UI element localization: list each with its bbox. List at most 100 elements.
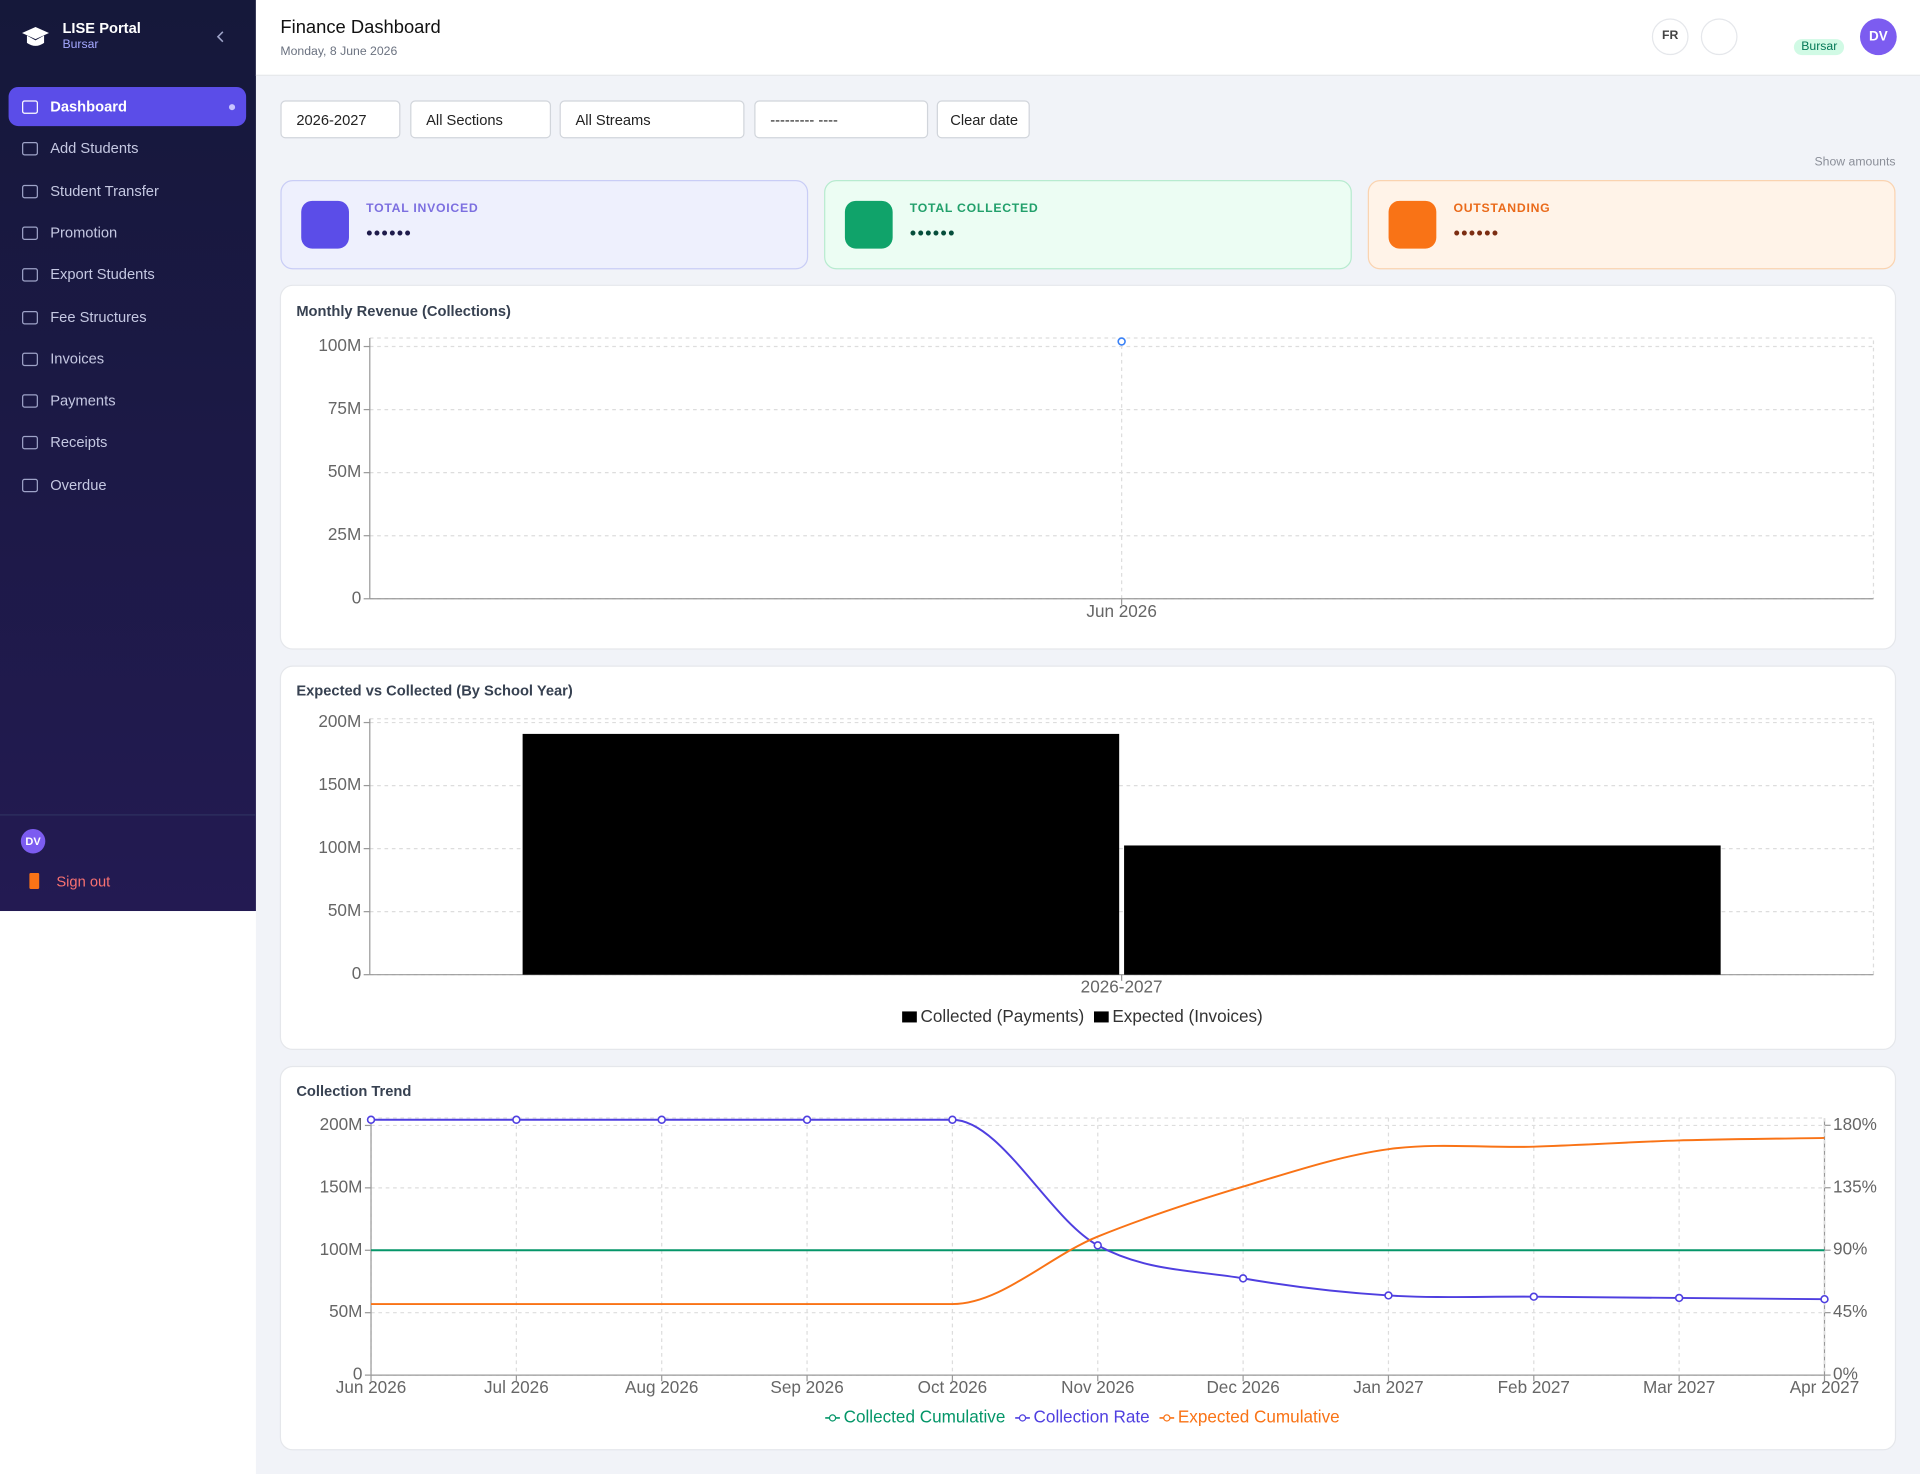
x-tick-label: Dec 2026	[1206, 1377, 1279, 1397]
x-tick-label: Jan 2027	[1353, 1377, 1423, 1397]
y-tick-label: 25M	[328, 524, 361, 544]
legend-label: Expected Cumulative	[1178, 1406, 1340, 1426]
point	[1674, 1293, 1684, 1303]
panel	[279, 1065, 1897, 1451]
card-label: OUTSTANDING	[1453, 202, 1551, 216]
x-tick-label: Apr 2027	[1790, 1377, 1860, 1397]
legend-label: Collected Cumulative	[844, 1406, 1006, 1426]
nav-item[interactable]: Add Students	[9, 129, 247, 168]
brand: LISE Portal	[62, 19, 141, 37]
legend-swatch	[1018, 1414, 1027, 1422]
legend-item: Collected (Payments)	[902, 1006, 1084, 1026]
y-tick-label: 0	[352, 587, 362, 607]
y-tick-label: 150M	[320, 1176, 363, 1196]
y-tick-label: 200M	[318, 711, 361, 731]
y-tick-label: 75M	[328, 398, 361, 418]
line	[371, 1136, 1825, 1306]
avatar[interactable]: DV	[1860, 18, 1897, 56]
x-tick-label: Oct 2026	[918, 1377, 988, 1397]
card-icon	[301, 200, 349, 249]
divider	[0, 814, 256, 816]
role-badge: Bursar	[1793, 39, 1845, 56]
y-tick-label: 0	[352, 963, 362, 983]
y2-tick-label: 135%	[1833, 1176, 1877, 1196]
y-tick-label: 200M	[320, 1114, 363, 1134]
card-value: ••••••	[909, 222, 956, 244]
page-date: Monday, 8 June 2026	[280, 45, 398, 59]
y-tick-label: 50M	[328, 900, 361, 920]
y2-tick-label: 45%	[1833, 1301, 1867, 1321]
card-icon	[1388, 200, 1437, 249]
point	[1093, 1241, 1102, 1250]
sidebar: LISE Portal Bursar DV Sign out Dashboard…	[0, 0, 256, 912]
clear-date[interactable]: Clear date	[936, 100, 1030, 139]
nav-item[interactable]: Payments	[9, 381, 247, 420]
x-tick-label: Jun 2026	[1086, 601, 1156, 621]
language[interactable]: FR	[1651, 18, 1689, 56]
logo	[22, 26, 49, 46]
point	[1117, 337, 1126, 346]
point	[1384, 1291, 1393, 1300]
x-tick-label: Nov 2026	[1061, 1377, 1134, 1397]
nav-item[interactable]: Promotion	[9, 213, 247, 252]
page-title: Finance Dashboard	[280, 17, 441, 38]
nav-item[interactable]: Dashboard	[8, 86, 247, 127]
y2-tick-label: 90%	[1833, 1239, 1867, 1259]
section-select[interactable]: All Sections	[410, 100, 552, 139]
nav-item[interactable]: Student Transfer	[9, 171, 247, 210]
legend-swatch	[902, 1011, 917, 1023]
legend-label: Collection Rate	[1034, 1406, 1150, 1426]
plot-frame	[369, 337, 1875, 599]
nav-item[interactable]: Fee Structures	[9, 297, 247, 336]
card-value: ••••••	[1453, 222, 1500, 244]
y-tick-label: 100M	[320, 1239, 363, 1259]
y-tick-label: 100M	[318, 335, 361, 355]
y2-tick-label: 180%	[1833, 1114, 1877, 1134]
x-tick-label: Aug 2026	[625, 1377, 698, 1397]
chart-title: Monthly Revenue (Collections)	[296, 304, 511, 320]
x-tick-label: 2026-2027	[1081, 977, 1163, 997]
theme-toggle[interactable]	[1700, 18, 1738, 56]
year-select[interactable]: 2026-2027	[280, 100, 401, 139]
y-tick-label: 50M	[328, 461, 361, 481]
point	[1529, 1292, 1539, 1301]
point	[366, 1115, 376, 1124]
legend-item: Collection Rate	[1015, 1406, 1150, 1426]
point	[512, 1115, 521, 1124]
y-tick-label: 150M	[318, 774, 361, 794]
show-amounts[interactable]: Show amounts	[1814, 155, 1896, 169]
panel	[279, 284, 1897, 650]
brand-role: Bursar	[62, 37, 99, 52]
legend-label: Collected (Payments)	[921, 1006, 1085, 1026]
nav-item[interactable]: Invoices	[9, 339, 247, 378]
legend-swatch	[828, 1414, 837, 1422]
card-label: TOTAL COLLECTED	[909, 202, 1039, 216]
point	[802, 1115, 812, 1124]
legend-item: Collected Cumulative	[825, 1406, 1005, 1426]
y-tick-label: 0	[353, 1364, 363, 1384]
plot-frame	[369, 718, 1875, 975]
x-tick-label: Sep 2026	[770, 1377, 843, 1397]
nav-item[interactable]: Receipts	[9, 423, 247, 462]
nav-item[interactable]: Export Students	[9, 255, 247, 294]
signout-icon	[29, 873, 40, 889]
card: TOTAL INVOICED ••••••	[280, 180, 809, 270]
date-input[interactable]: --------- ----	[754, 100, 929, 139]
nav-item[interactable]: Overdue	[9, 465, 247, 504]
chart-title: Expected vs Collected (By School Year)	[296, 684, 573, 700]
user-avatar: DV	[20, 828, 46, 854]
card: OUTSTANDING ••••••	[1367, 180, 1896, 270]
card-icon	[844, 200, 893, 249]
bar	[1124, 845, 1721, 975]
sign-out[interactable]: Sign out	[56, 873, 111, 891]
legend-item: Expected (Invoices)	[1094, 1006, 1263, 1026]
collapse[interactable]	[216, 31, 226, 43]
card-value: ••••••	[366, 222, 413, 244]
header	[255, 0, 1920, 76]
y-tick-label: 100M	[318, 837, 361, 857]
legend-swatch	[1094, 1011, 1109, 1023]
stream-select[interactable]: All Streams	[559, 100, 745, 139]
card: TOTAL COLLECTED ••••••	[824, 180, 1352, 270]
